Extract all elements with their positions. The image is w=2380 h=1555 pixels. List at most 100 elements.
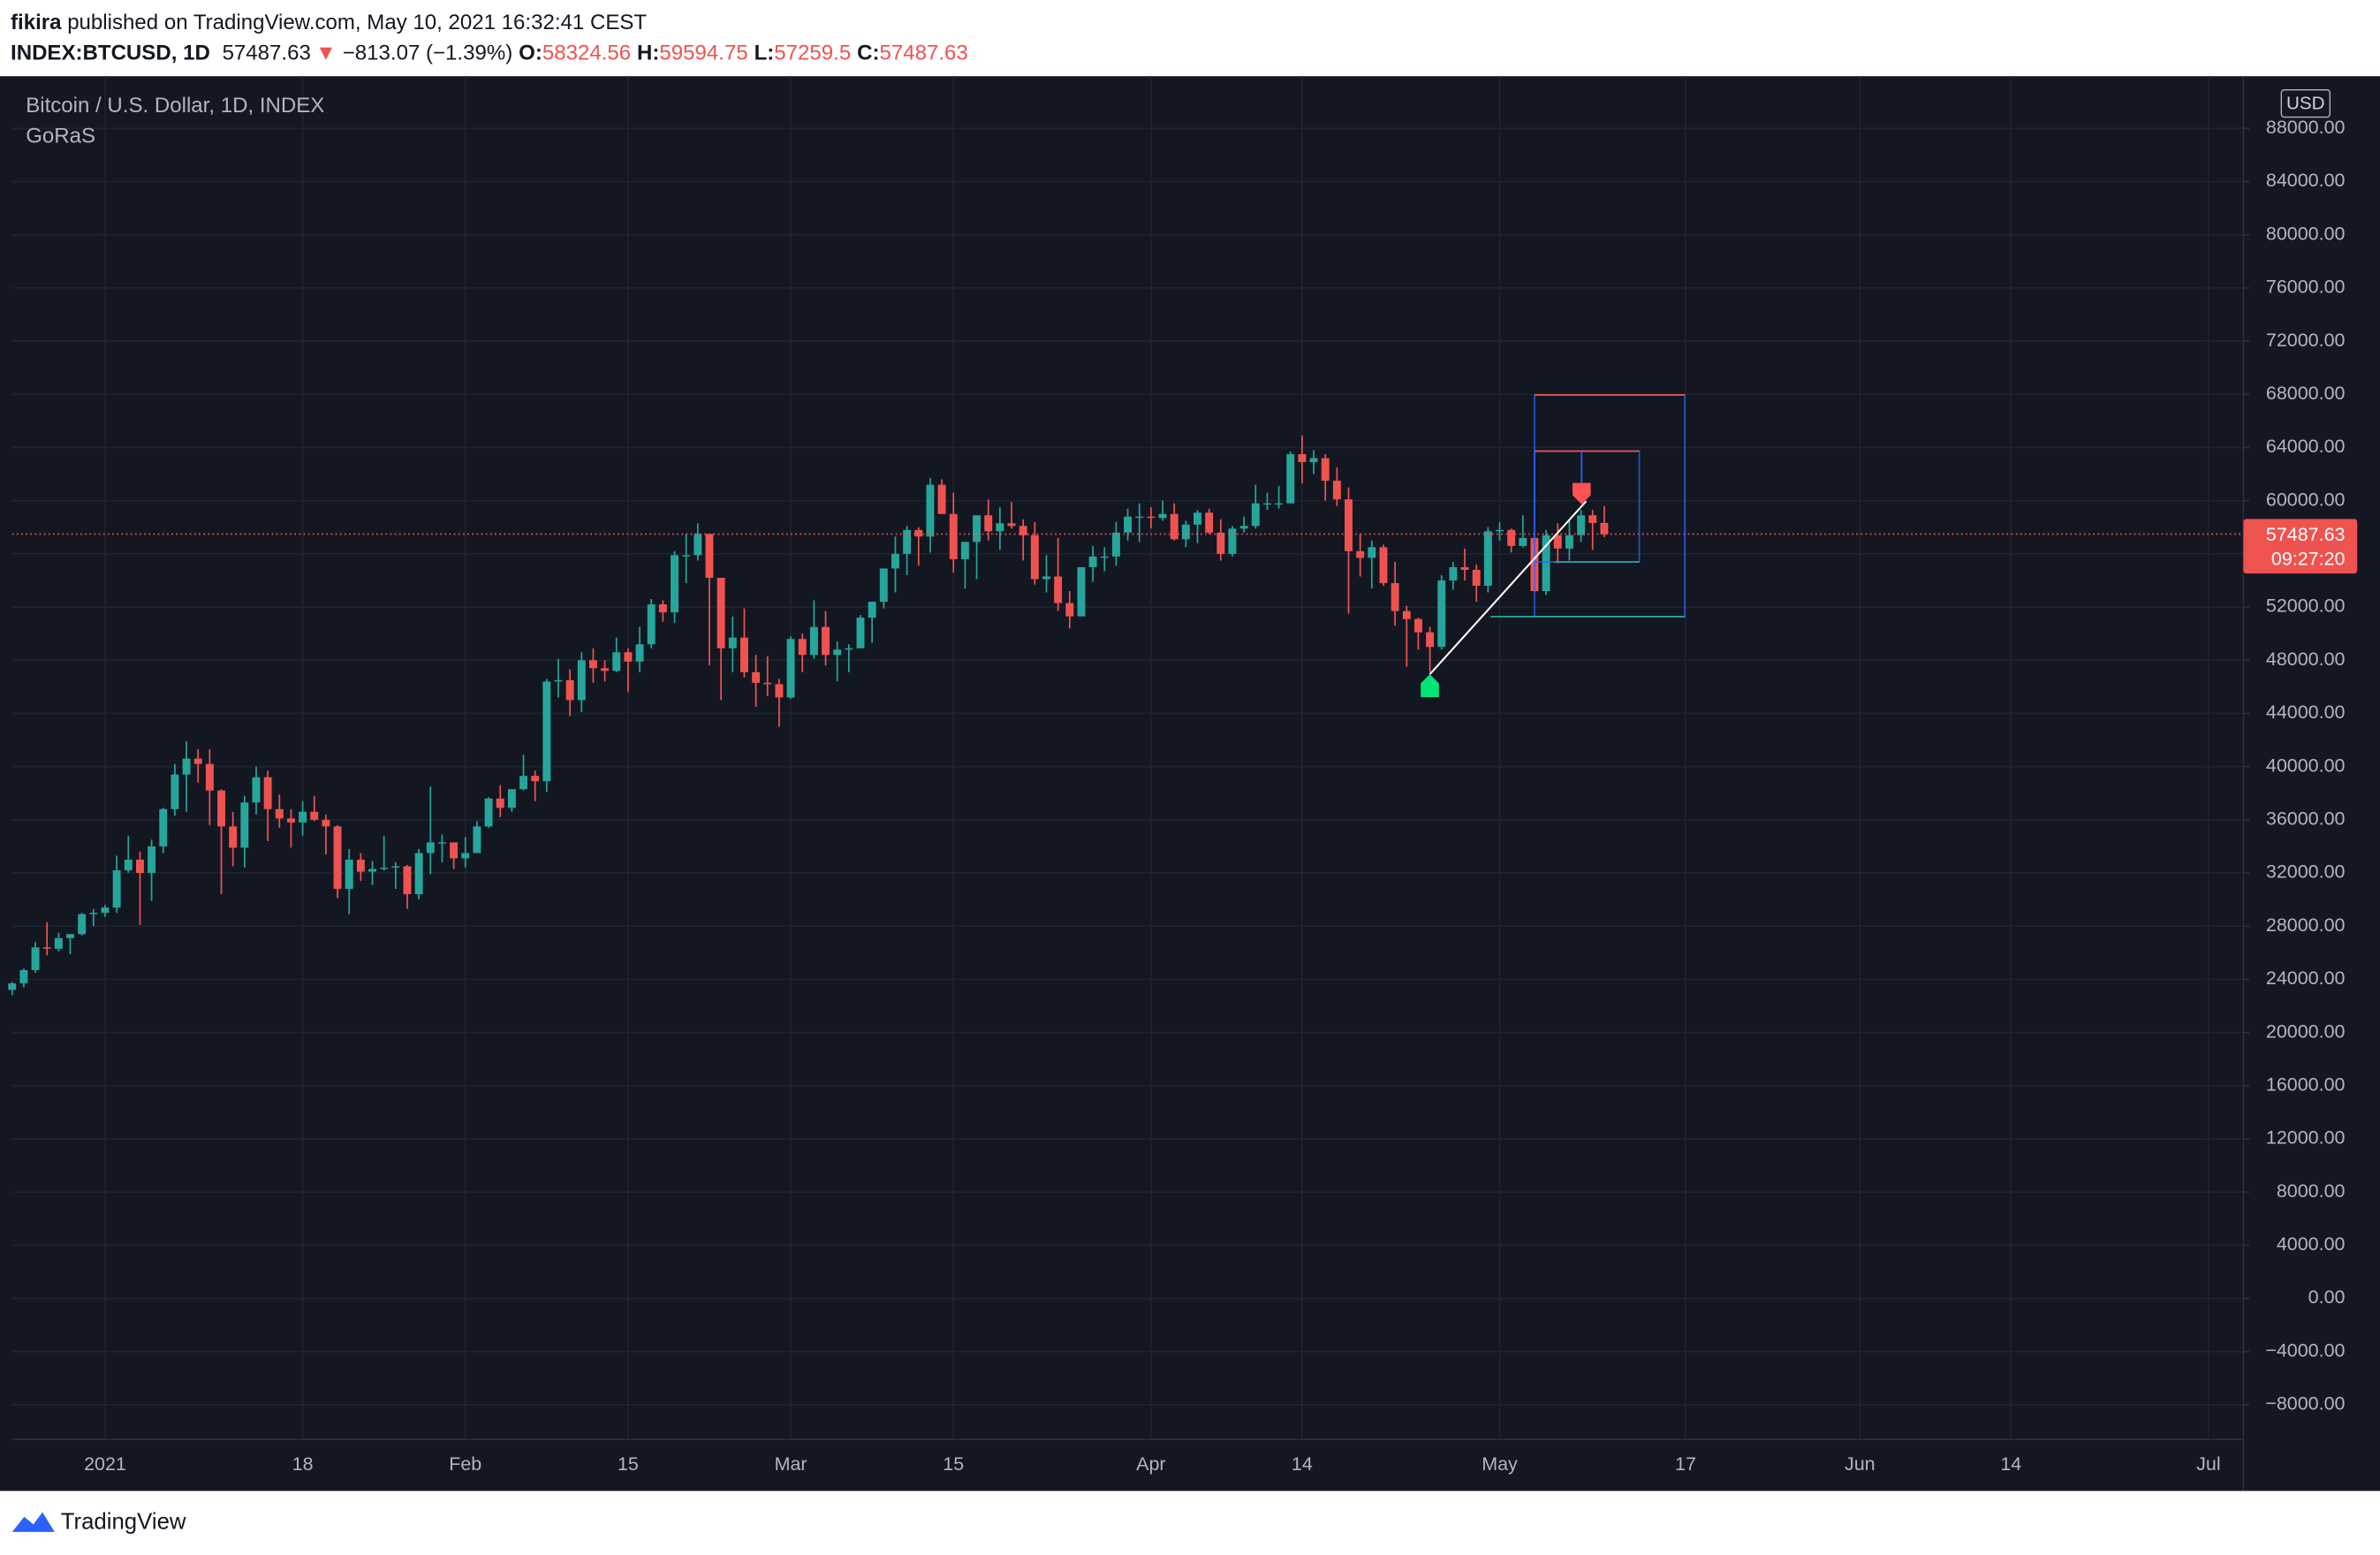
candle-body: [1228, 528, 1237, 554]
y-tick-label: 32000.00: [2266, 861, 2346, 883]
currency: USD: [2286, 93, 2325, 113]
candle-body: [763, 682, 772, 685]
sell-marker: [1572, 482, 1591, 504]
trend-line: [1429, 500, 1588, 675]
y-tick-label: 80000.00: [2266, 223, 2346, 244]
candle-body: [1088, 556, 1097, 567]
candle-body: [1426, 632, 1435, 648]
candle-body: [391, 866, 400, 869]
candle-body: [1111, 532, 1120, 557]
candle-body: [78, 914, 87, 935]
candle-body: [159, 808, 168, 846]
open-label: O:: [519, 41, 542, 64]
countdown: 09:27:20: [2271, 548, 2346, 569]
candle-body: [286, 818, 295, 823]
candle-body: [671, 555, 679, 613]
high-label: H:: [637, 41, 659, 64]
candle-body: [403, 866, 412, 895]
candle-body: [461, 853, 470, 859]
candle-body: [42, 947, 51, 949]
candle-body: [1042, 576, 1050, 580]
candle-body: [1542, 535, 1550, 592]
candle-body: [1345, 499, 1353, 551]
candle-body: [682, 555, 691, 557]
y-tick-label: 36000.00: [2266, 808, 2346, 830]
candle-body: [1332, 481, 1341, 500]
close-label: C:: [857, 41, 879, 64]
candle-body: [1217, 532, 1225, 554]
candle-body: [856, 618, 865, 649]
open-value: 58324.56: [542, 41, 631, 64]
candle-body: [484, 798, 493, 827]
candle-body: [635, 644, 644, 662]
candle-body: [1565, 535, 1573, 549]
candle-body: [1065, 603, 1074, 617]
candle-body: [949, 513, 958, 559]
candle-body: [519, 776, 528, 790]
candle-body: [31, 947, 40, 970]
published: published on TradingView.com, May 10, 20…: [67, 11, 647, 34]
legend-line: INDEX:BTCUSD, 1D 57487.63 ▼ −813.07 (−1.39%…: [11, 41, 968, 64]
candle-body: [833, 649, 842, 656]
y-tick-label: 8000.00: [2277, 1180, 2346, 1202]
candle-body: [1519, 537, 1527, 546]
candle-body: [1135, 516, 1144, 519]
indicator-name: GoRaS: [26, 124, 95, 148]
candle-body: [624, 652, 633, 662]
candle-body: [193, 758, 202, 764]
candle-body: [822, 626, 830, 656]
low-value: 57259.5: [774, 41, 851, 64]
candle-body: [299, 811, 307, 823]
last-price: 57487.63: [223, 41, 311, 64]
candle-body: [1019, 526, 1027, 535]
candle-body: [694, 534, 702, 556]
candle-body: [786, 639, 795, 698]
candle-body: [356, 859, 365, 872]
candle-body: [647, 604, 656, 645]
candle-body: [135, 859, 144, 874]
candle-body: [1205, 512, 1214, 533]
y-tick-label: −4000.00: [2265, 1339, 2345, 1361]
published-line: fikira published on TradingView.com, May…: [11, 11, 647, 34]
y-tick-label: 48000.00: [2266, 649, 2346, 670]
y-tick-label: 64000.00: [2266, 436, 2346, 457]
y-tick-label: 28000.00: [2266, 914, 2346, 936]
candle-body: [937, 484, 946, 514]
candle-body: [1077, 566, 1086, 617]
footer: [0, 1491, 2380, 1555]
candle-body: [565, 679, 574, 701]
candle-body: [1194, 512, 1201, 525]
candle-body: [1321, 458, 1330, 482]
axes: 88000.00 84000.00 80000.00 76000.00 72000.00…: [84, 117, 2345, 1475]
candle-body: [171, 774, 179, 809]
candle-body: [1100, 556, 1109, 558]
y-tick-label: 0.00: [2308, 1286, 2346, 1308]
candle-body: [414, 853, 423, 895]
candle-body: [1054, 576, 1063, 603]
candle-body: [1030, 535, 1039, 580]
candle-body: [577, 660, 586, 701]
candle-body: [996, 523, 1004, 532]
author: fikira: [11, 11, 62, 34]
candle-body: [1147, 516, 1156, 519]
candle-body: [496, 798, 504, 808]
candle-body: [1368, 547, 1376, 558]
x-tick-label: 14: [1292, 1453, 1313, 1475]
y-tick-label: 40000.00: [2266, 755, 2346, 776]
candle-body: [1391, 582, 1399, 611]
candle-body: [112, 870, 121, 908]
candle-body: [531, 776, 540, 782]
candle-body: [229, 826, 238, 848]
candle-body: [658, 604, 667, 613]
candle-body: [879, 568, 888, 603]
y-tick-label: 44000.00: [2266, 702, 2346, 723]
y-tick-label: 68000.00: [2266, 383, 2346, 404]
candle-body: [333, 826, 342, 890]
candle-body: [868, 602, 876, 618]
candle-body: [798, 639, 807, 656]
brand: TradingView: [61, 1509, 186, 1534]
candles: [8, 435, 2244, 996]
candle-body: [89, 913, 98, 914]
x-tick-label: Feb: [449, 1453, 481, 1475]
